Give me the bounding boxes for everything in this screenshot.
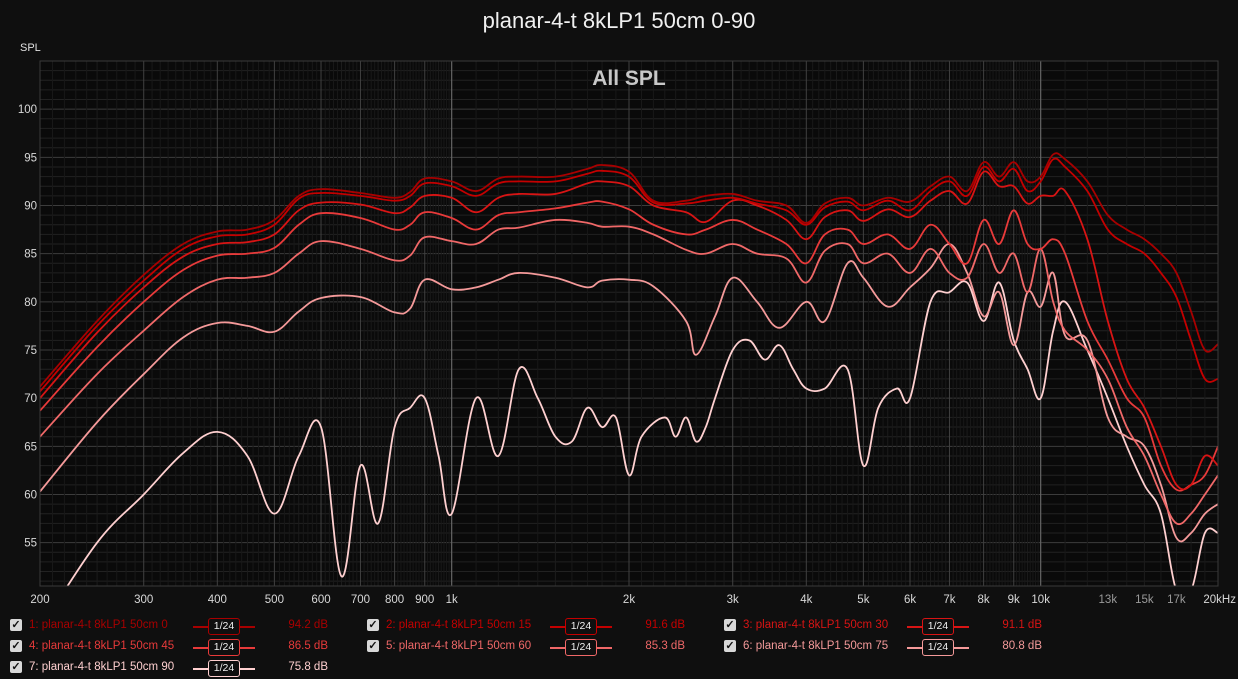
legend-checkbox[interactable]: ✓	[367, 640, 379, 652]
x-tick-label: 200	[30, 594, 49, 606]
x-axis-labels: 200 300 400 500 600 700 800 900 1k 2k 3k 4k 5k 6k 7k 8k…	[30, 594, 1236, 606]
legend-item[interactable]: ✓ 5: planar-4-t 8kLP1 50cm 60 1/24 85.3 dB	[367, 638, 707, 656]
smoothing-label: 1/24	[208, 618, 240, 635]
curves	[40, 152, 1218, 586]
y-tick-label: 75	[24, 345, 37, 357]
series-line	[40, 200, 1218, 492]
x-tick-label: 20kHz	[1203, 594, 1236, 606]
x-tick-label: 9k	[1008, 594, 1020, 606]
legend-value: 91.1 dB	[1002, 619, 1042, 631]
y-tick-label: 80	[24, 297, 37, 309]
legend-series-name: 4: planar-4-t 8kLP1 50cm 45	[29, 640, 175, 652]
legend-item[interactable]: ✓ 6: planar-4-t 8kLP1 50cm 75 1/24 80.8 dB	[724, 638, 1064, 656]
y-tick-label: 65	[24, 441, 37, 453]
legend-checkbox[interactable]: ✓	[367, 619, 379, 631]
smoothing-label: 1/24	[922, 639, 954, 656]
legend-series-name: 3: planar-4-t 8kLP1 50cm 30	[743, 619, 889, 631]
y-tick-label: 55	[24, 538, 37, 550]
x-tick-label: 5k	[857, 594, 869, 606]
legend-item[interactable]: ✓ 4: planar-4-t 8kLP1 50cm 45 1/24 86.5 dB	[10, 638, 350, 656]
y-axis-unit-label: SPL	[20, 42, 41, 54]
x-tick-label: 2k	[623, 594, 635, 606]
y-tick-label: 85	[24, 249, 37, 261]
series-line	[66, 280, 1218, 586]
series-line	[40, 170, 1218, 491]
legend-item[interactable]: ✓ 2: planar-4-t 8kLP1 50cm 15 1/24 91.6 dB	[367, 617, 707, 635]
legend: ✓ 1: planar-4-t 8kLP1 50cm 0 1/24 94.2 dB ✓ 2…	[0, 614, 1238, 679]
legend-value: 80.8 dB	[1002, 640, 1042, 652]
smoothing-selector[interactable]: 1/24	[193, 617, 255, 635]
series-line	[40, 157, 1218, 393]
x-tick-label: 4k	[800, 594, 812, 606]
legend-value: 86.5 dB	[288, 640, 328, 652]
legend-item[interactable]: ✓ 1: planar-4-t 8kLP1 50cm 0 1/24 94.2 dB	[10, 617, 350, 635]
x-tick-label: 10k	[1031, 594, 1050, 606]
smoothing-selector[interactable]: 1/24	[550, 638, 612, 656]
legend-value: 85.3 dB	[645, 640, 685, 652]
legend-checkbox[interactable]: ✓	[10, 661, 22, 673]
legend-series-name: 2: planar-4-t 8kLP1 50cm 15	[386, 619, 532, 631]
spl-plot[interactable]: All SPL 200 300 400 500 600 700 800 900 1k 2k 3k 4k…	[0, 0, 1238, 610]
x-tick-label: 1k	[446, 594, 458, 606]
smoothing-selector[interactable]: 1/24	[550, 617, 612, 635]
legend-series-name: 1: planar-4-t 8kLP1 50cm 0	[29, 619, 168, 631]
legend-checkbox[interactable]: ✓	[724, 619, 736, 631]
grid-lines	[39, 60, 1219, 586]
x-tick-label: 900	[415, 594, 434, 606]
plot-frame	[39, 60, 1219, 587]
y-tick-label: 60	[24, 489, 37, 501]
x-tick-label: 600	[311, 594, 330, 606]
x-tick-label: 8k	[978, 594, 990, 606]
smoothing-label: 1/24	[208, 639, 240, 656]
x-tick-label: 500	[265, 594, 284, 606]
legend-checkbox[interactable]: ✓	[724, 640, 736, 652]
x-tick-label: 400	[208, 594, 227, 606]
smoothing-label: 1/24	[565, 618, 597, 635]
series-line	[40, 218, 1218, 526]
smoothing-selector[interactable]: 1/24	[907, 638, 969, 656]
legend-item[interactable]: ✓ 7: planar-4-t 8kLP1 50cm 90 1/24 75.8 dB	[10, 659, 350, 677]
x-tick-label: 13k	[1099, 594, 1118, 606]
smoothing-selector[interactable]: 1/24	[193, 659, 255, 677]
legend-value: 94.2 dB	[288, 619, 328, 631]
y-axis-labels: 55 60 65 70 75 80 85 90 95 100	[18, 104, 37, 549]
legend-series-name: 6: planar-4-t 8kLP1 50cm 75	[743, 640, 889, 652]
x-tick-label: 800	[385, 594, 404, 606]
plot-title: All SPL	[592, 67, 666, 90]
x-tick-label: 700	[351, 594, 370, 606]
smoothing-selector[interactable]: 1/24	[193, 638, 255, 656]
legend-checkbox[interactable]: ✓	[10, 619, 22, 631]
smoothing-label: 1/24	[922, 618, 954, 635]
smoothing-selector[interactable]: 1/24	[907, 617, 969, 635]
y-tick-label: 95	[24, 152, 37, 164]
series-line	[40, 243, 1218, 543]
x-tick-label: 15k	[1135, 594, 1154, 606]
legend-series-name: 5: planar-4-t 8kLP1 50cm 60	[386, 640, 532, 652]
legend-checkbox[interactable]: ✓	[10, 640, 22, 652]
x-tick-label: 17k	[1167, 594, 1186, 606]
x-tick-label: 6k	[904, 594, 916, 606]
series-line	[40, 152, 1218, 388]
x-tick-label: 300	[134, 594, 153, 606]
legend-item[interactable]: ✓ 3: planar-4-t 8kLP1 50cm 30 1/24 91.1 dB	[724, 617, 1064, 635]
chart-title: planar-4-t 8kLP1 50cm 0-90	[482, 8, 756, 33]
smoothing-label: 1/24	[565, 639, 597, 656]
y-tick-label: 100	[18, 104, 37, 116]
y-tick-label: 70	[24, 393, 37, 405]
legend-value: 91.6 dB	[645, 619, 685, 631]
x-tick-label: 7k	[943, 594, 955, 606]
x-tick-label: 3k	[727, 594, 739, 606]
legend-value: 75.8 dB	[288, 661, 328, 673]
smoothing-label: 1/24	[208, 660, 240, 677]
y-tick-label: 90	[24, 200, 37, 212]
legend-series-name: 7: planar-4-t 8kLP1 50cm 90	[29, 661, 175, 673]
